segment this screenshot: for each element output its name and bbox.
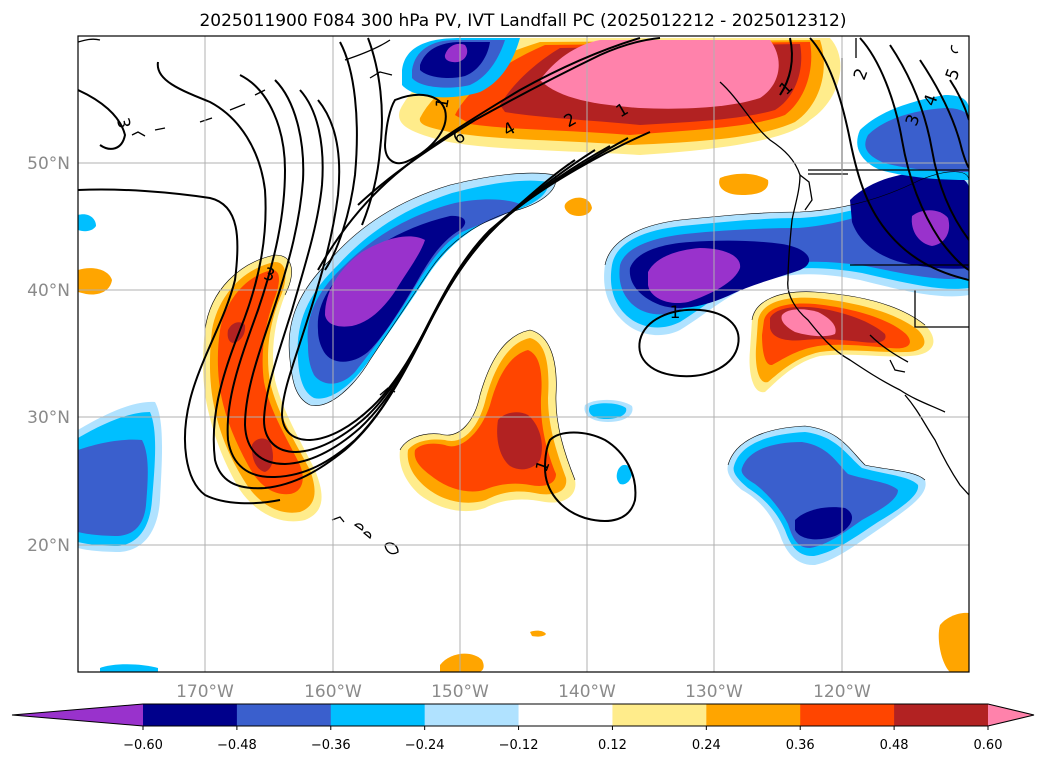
colorbar-swatch <box>424 704 520 726</box>
figure-title: 2025011900 F084 300 hPa PV, IVT Landfall… <box>199 11 846 31</box>
lon-label-120w: 120°W <box>813 682 871 702</box>
colorbar-extend-low <box>12 704 143 726</box>
colorbar: −0.60 −0.48 −0.36 −0.24 −0.12 0.12 0.24 0.36 0.4… <box>11 703 1035 753</box>
colorbar-swatch <box>706 704 801 726</box>
lon-label-150w: 150°W <box>431 682 489 702</box>
shading-layer <box>78 38 969 672</box>
colorbar-tick-label: 0.12 <box>598 738 627 753</box>
lat-label-30n: 30°N <box>27 408 70 428</box>
colorbar-tick-label: −0.48 <box>217 738 257 753</box>
colorbar-tick-label: 0.24 <box>692 738 721 753</box>
lat-label-50n: 50°N <box>27 154 70 174</box>
ivt-outlines <box>204 171 969 481</box>
colorbar-swatch <box>518 704 613 726</box>
lat-label-20n: 20°N <box>27 536 70 556</box>
gridlines <box>78 36 969 672</box>
lon-label-130w: 130°W <box>685 682 743 702</box>
colorbar-swatches <box>12 704 1034 726</box>
colorbar-swatch <box>800 704 895 726</box>
lat-label-40n: 40°N <box>27 281 70 301</box>
colorbar-tick-label: 0.48 <box>880 738 909 753</box>
colorbar-ticks: −0.60 −0.48 −0.36 −0.24 −0.12 0.12 0.24 0.36 0.4… <box>123 726 1002 753</box>
pv-label: 3 <box>261 264 277 286</box>
pv-label: 1 <box>432 96 454 110</box>
pv-label: 1 <box>670 303 681 323</box>
colorbar-tick-label: −0.60 <box>123 738 163 753</box>
colorbar-tick-label: −0.36 <box>311 738 351 753</box>
lat-labels: 50°N 40°N 30°N 20°N <box>27 154 70 556</box>
lon-label-160w: 160°W <box>304 682 362 702</box>
lon-labels: 170°W 160°W 150°W 140°W 130°W 120°W <box>176 682 871 702</box>
pv-contours <box>78 37 969 522</box>
colorbar-swatch <box>236 704 332 726</box>
colorbar-swatch <box>143 704 238 726</box>
colorbar-swatch <box>894 704 989 726</box>
map-panel: 3 6 4 2 1 3 1 1 1 2 3 4 5 1 <box>78 36 969 672</box>
pv-label: 3 <box>112 116 134 130</box>
colorbar-tick-label: −0.24 <box>405 738 445 753</box>
map-frame <box>77 35 970 673</box>
pv-contour-labels: 3 6 4 2 1 3 1 1 1 2 3 4 5 1 <box>112 66 964 475</box>
colorbar-outline <box>11 703 1035 727</box>
colorbar-tick-label: 0.60 <box>974 738 1003 753</box>
colorbar-tick-label: −0.12 <box>499 738 539 753</box>
lon-label-140w: 140°W <box>558 682 616 702</box>
lon-label-170w: 170°W <box>176 682 234 702</box>
colorbar-swatch <box>612 704 707 726</box>
colorbar-swatch <box>330 704 426 726</box>
colorbar-extend-high <box>988 704 1034 726</box>
coastlines <box>78 38 969 555</box>
colorbar-tick-label: 0.36 <box>786 738 815 753</box>
